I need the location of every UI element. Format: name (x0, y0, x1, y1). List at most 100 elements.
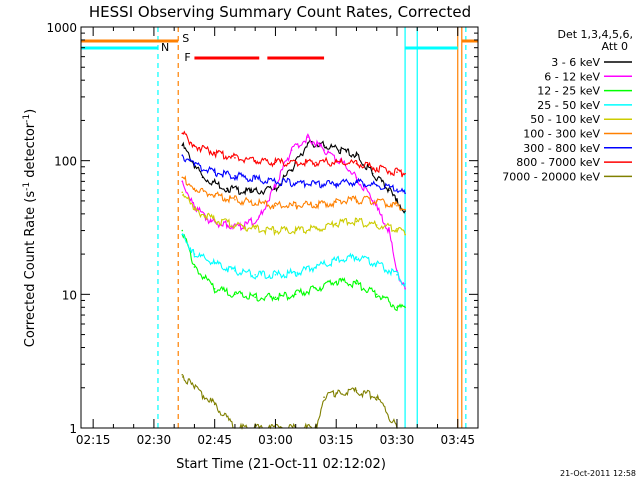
data-point-s6-5 (274, 180, 277, 183)
legend-entry-8: 7000 - 20000 keV (502, 170, 600, 183)
data-point-s6-9 (355, 181, 358, 184)
data-point-s2-12 (404, 306, 406, 309)
data-point-s4-4 (254, 227, 256, 230)
data-point-s1-6 (274, 184, 277, 187)
legend-entry-6: 300 - 800 keV (523, 142, 600, 155)
data-point-s2-2 (213, 288, 216, 290)
data-point-s4-2 (213, 219, 216, 221)
data-point-s4-11 (396, 227, 398, 230)
x-tick-label-6: 03:45 (440, 433, 475, 447)
data-point-s7-2 (213, 151, 216, 154)
series-line-4 (181, 193, 406, 237)
data-point-s0-2 (226, 187, 228, 190)
data-point-s3-8 (335, 259, 338, 262)
data-point-s6-2 (213, 171, 216, 173)
legend-entry-5: 100 - 300 keV (523, 128, 600, 141)
data-point-s1-0 (181, 180, 184, 183)
plot-frame (80, 26, 479, 429)
data-point-s3-1 (193, 253, 196, 255)
night-label: N (161, 41, 169, 54)
data-point-s3-10 (375, 262, 378, 265)
data-point-s3-12 (404, 282, 406, 285)
data-point-s4-0 (181, 191, 184, 194)
data-point-s1-3 (226, 224, 228, 226)
data-point-s7-11 (396, 171, 398, 173)
footer-date: 21-Oct-2011 12:58 (560, 469, 636, 478)
data-point-s8-2 (213, 403, 216, 406)
x-tick-label-5: 03:30 (380, 433, 415, 447)
data-point-s1-7 (290, 149, 293, 151)
legend-entry-0: 3 - 6 keV (551, 56, 600, 69)
data-point-s4-3 (234, 224, 236, 226)
data-point-s7-7 (315, 161, 317, 164)
x-tick-label-0: 02:15 (76, 433, 111, 447)
data-point-s8-9 (375, 396, 378, 398)
data-point-s7-4 (254, 159, 256, 162)
data-point-s2-3 (234, 293, 236, 296)
x-axis-label: Start Time (21-Oct-11 02:12:02) (176, 457, 386, 472)
data-point-s4-5 (274, 229, 277, 232)
y-tick-label-0: 1 (69, 422, 77, 436)
data-point-s0-8 (339, 149, 342, 151)
data-point-s7-12 (404, 172, 406, 175)
x-tick-label-3: 03:00 (258, 433, 293, 447)
data-point-s5-12 (404, 208, 406, 211)
series-line-1 (181, 133, 406, 289)
saa-label: S (182, 32, 189, 45)
data-point-s5-10 (375, 200, 378, 202)
data-point-s8-6 (323, 396, 325, 398)
data-point-s3-7 (315, 266, 317, 268)
data-point-s0-5 (290, 169, 293, 171)
data-point-s5-9 (355, 198, 358, 201)
data-point-s5-2 (213, 194, 216, 197)
legend-entry-4: 50 - 100 keV (530, 113, 600, 126)
data-point-s0-12 (396, 200, 398, 202)
data-point-s2-11 (396, 306, 398, 309)
data-point-s3-2 (213, 262, 216, 265)
data-point-s6-8 (335, 183, 338, 185)
data-point-s6-12 (404, 192, 406, 195)
data-point-s5-4 (254, 202, 256, 205)
x-tick-label-1: 02:30 (137, 433, 172, 447)
data-point-s7-5 (274, 161, 277, 164)
data-point-s2-4 (254, 296, 256, 299)
data-point-s0-6 (307, 142, 309, 145)
data-point-s4-10 (375, 224, 378, 226)
y-tick-label-3: 1000 (46, 21, 77, 35)
chart-title: HESSI Observing Summary Count Rates, Cor… (89, 3, 471, 21)
flare-label: F (184, 51, 190, 64)
x-tick-label-4: 03:15 (319, 433, 354, 447)
data-point-s1-2 (209, 220, 212, 223)
data-point-s6-3 (234, 175, 236, 177)
data-point-s3-4 (254, 274, 256, 276)
data-point-s2-0 (181, 229, 184, 232)
legend-title-1: Det 1,3,4,5,6, (557, 28, 633, 41)
data-point-s2-10 (375, 293, 378, 296)
y-tick-label-1: 10 (62, 288, 77, 302)
series-line-7 (181, 130, 406, 178)
data-point-s4-6 (294, 229, 297, 232)
data-point-s3-9 (355, 256, 358, 258)
legend-title-2: Att 0 (602, 40, 628, 53)
data-point-s5-11 (396, 204, 398, 207)
data-point-s7-3 (234, 157, 236, 159)
legend-entry-2: 12 - 25 keV (537, 85, 600, 98)
data-point-s4-12 (404, 233, 406, 236)
data-point-s3-5 (274, 274, 277, 276)
legend-entry-1: 6 - 12 keV (544, 70, 600, 83)
data-point-s2-9 (355, 282, 358, 285)
data-point-s8-7 (335, 393, 338, 395)
y-axis-label: Corrected Count Rate (s-1 detector-1) (22, 109, 38, 347)
data-point-s5-8 (335, 201, 338, 203)
x-tick-label-2: 02:45 (197, 433, 232, 447)
series-line-2 (181, 233, 406, 312)
legend-entry-3: 25 - 50 keV (537, 99, 600, 112)
series-line-5 (182, 175, 406, 211)
data-point-s5-1 (193, 187, 196, 190)
data-point-s8-1 (193, 386, 196, 389)
data-point-s1-15 (404, 288, 406, 290)
data-point-s6-10 (375, 184, 378, 187)
data-point-s5-6 (294, 204, 297, 207)
